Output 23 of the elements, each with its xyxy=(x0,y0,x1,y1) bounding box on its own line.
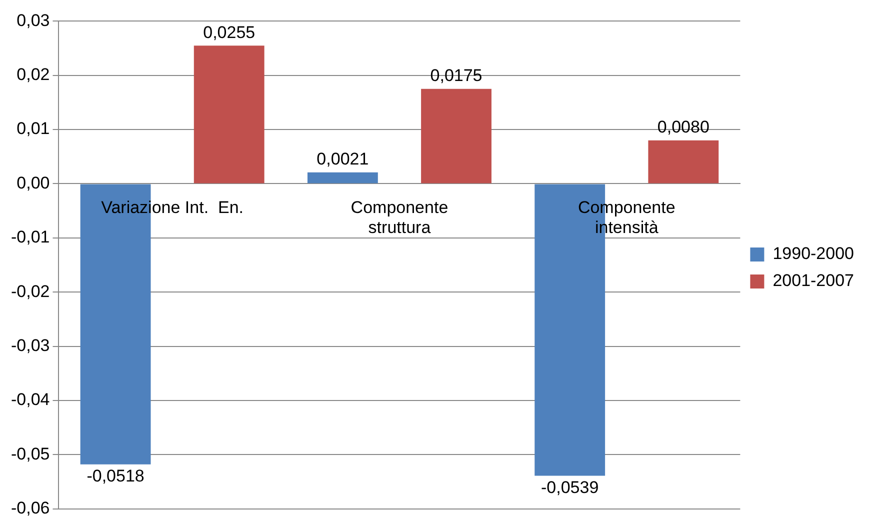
y-tick-label: 0,03 xyxy=(16,10,50,30)
data-label: -0,0518 xyxy=(86,466,144,486)
data-label: 0,0021 xyxy=(316,150,369,169)
data-label: -0,0539 xyxy=(541,478,599,497)
y-tick-label: -0,05 xyxy=(11,444,50,464)
bar xyxy=(194,46,264,184)
y-tick-label: 0,01 xyxy=(16,119,50,138)
y-tick-label: -0,01 xyxy=(11,228,50,247)
data-label: 0,0080 xyxy=(657,118,710,137)
y-tick-label: 0,00 xyxy=(16,173,50,192)
data-label: 0,0255 xyxy=(203,22,256,42)
y-tick-label: -0,03 xyxy=(11,336,50,355)
legend-label: 2001-2007 xyxy=(772,271,854,290)
bar xyxy=(307,172,378,184)
x-tick-label: Componente struttura xyxy=(350,198,448,237)
bar xyxy=(421,88,492,184)
y-tick-label: 0,02 xyxy=(16,65,50,84)
data-label: 0,0175 xyxy=(430,66,482,86)
legend-label: 1990-2000 xyxy=(772,244,854,264)
bar xyxy=(648,140,719,184)
y-tick-label: -0,06 xyxy=(11,498,50,518)
y-tick-label: -0,04 xyxy=(11,390,50,410)
y-tick-label: -0,02 xyxy=(11,282,50,301)
